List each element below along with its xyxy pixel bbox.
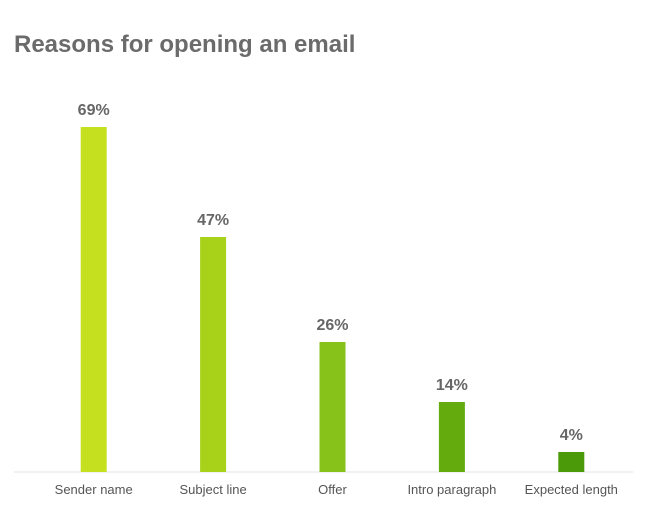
value-label: 69% xyxy=(78,102,110,119)
category-label: Sender name xyxy=(55,482,133,497)
category-label: Offer xyxy=(318,482,347,497)
value-label: 14% xyxy=(436,377,468,394)
value-label: 4% xyxy=(560,427,583,444)
bar xyxy=(80,127,107,472)
bar xyxy=(319,342,346,472)
category-label: Intro paragraph xyxy=(407,482,496,497)
value-label: 26% xyxy=(316,317,348,334)
bar xyxy=(200,237,227,472)
bar xyxy=(438,402,465,472)
category-label: Subject line xyxy=(179,482,246,497)
value-label: 47% xyxy=(197,212,229,229)
chart-title: Reasons for opening an email xyxy=(14,31,355,58)
category-label: Expected length xyxy=(525,482,618,497)
bar xyxy=(558,452,585,472)
